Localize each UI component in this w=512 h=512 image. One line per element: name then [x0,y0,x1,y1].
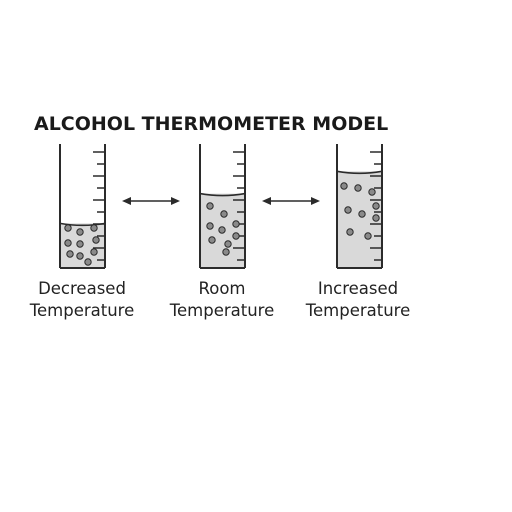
particle-dot-icon [368,188,376,196]
particle-dot-icon [218,226,226,234]
particle-dot-icon [206,222,214,230]
particle-dot-icon [344,206,352,214]
diagram-title: ALCOHOL THERMOMETER MODEL [34,113,388,135]
arrows-layer [122,197,320,205]
tube-increased [336,144,383,269]
label-decreased-line1: Decreased [38,279,126,298]
particle-dot-icon [76,228,84,236]
particle-dot-icon [92,236,100,244]
particle-dot-icon [232,220,240,228]
particle-dot-icon [206,202,214,210]
arrow-head-left [122,197,131,205]
particle-dot-icon [346,228,354,236]
particle-dot-icon [220,210,228,218]
arrow-head-right [311,197,320,205]
particle-dot-icon [90,224,98,232]
double-headed-arrow-icon [122,197,180,205]
particle-dot-icon [358,210,366,218]
particle-dot-icon [232,232,240,240]
particle-dot-icon [340,182,348,190]
label-increased-line2: Temperature [305,301,411,320]
particle-dot-icon [76,252,84,260]
particle-dot-icon [222,248,230,256]
particle-dot-icon [224,240,232,248]
particle-dot-icon [208,236,216,244]
particle-dot-icon [372,202,380,210]
label-increased-line1: Increased [318,279,398,298]
particle-dot-icon [84,258,92,266]
particle-dot-icon [64,239,72,247]
particle-dot-icon [364,232,372,240]
labels-layer: Decreased Temperature Room Temperature I… [29,279,411,320]
particle-dot-icon [76,240,84,248]
particle-dot-icon [90,248,98,256]
label-room-line1: Room [199,279,246,298]
label-room-line2: Temperature [169,301,275,320]
tube-decreased [59,144,106,269]
meniscus-room [199,192,246,197]
particle-dot-icon [354,184,362,192]
arrow-head-right [171,197,180,205]
double-headed-arrow-icon [262,197,320,205]
particle-dot-icon [64,224,72,232]
particle-dot-icon [66,250,74,258]
particle-dot-icon [372,214,380,222]
meniscus-increased [336,170,383,175]
label-decreased-line2: Temperature [29,301,135,320]
tubes-layer [59,144,383,269]
tube-room [199,144,246,269]
arrow-head-left [262,197,271,205]
